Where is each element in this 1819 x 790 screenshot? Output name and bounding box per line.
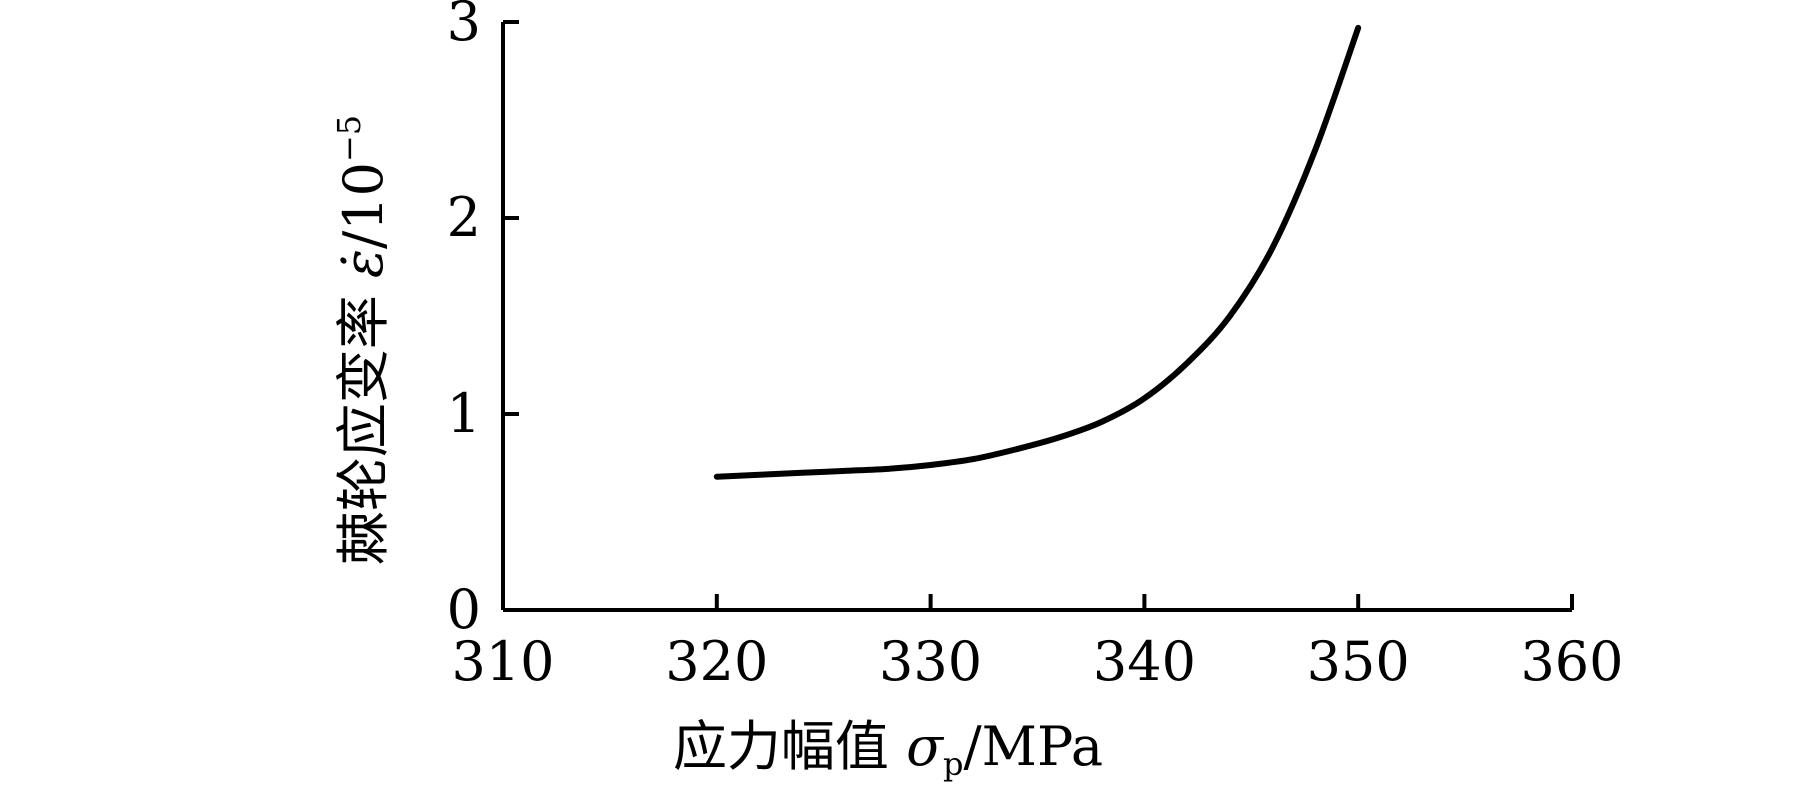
x-axis-title-unit: /MPa [963,715,1103,778]
y-tick-label: 3 [447,0,481,53]
ticks: 310 320 330 340 350 360 0 1 2 3 [447,0,1624,693]
x-axis-title: 应力幅值 σp/MPa [673,715,1103,783]
y-axis-title-unit: /10 [332,162,395,249]
x-axis-title-subscript: p [943,745,963,783]
x-tick-label: 330 [879,630,982,693]
y-axis-title-symbol: ε̇ [332,249,395,278]
axes [501,22,1572,612]
x-axis-title-symbol: σ [906,715,945,778]
y-tick-label: 1 [447,382,481,445]
y-tick-label: 2 [447,186,481,249]
x-tick-label: 350 [1307,630,1410,693]
x-axis-title-main: 应力幅值 [673,715,906,778]
y-tick-label: 0 [447,578,481,641]
series-line [713,24,1362,480]
y-axis-title-main: 棘轮应变率 [332,278,395,565]
y-axis-title: 棘轮应变率 ε̇/10−5 [330,115,395,565]
y-axis-title-exponent: −5 [330,115,368,162]
axis-labels: 应力幅值 σp/MPa 棘轮应变率 ε̇/10−5 [330,115,1103,783]
series [713,24,1362,480]
x-tick-label: 310 [451,630,554,693]
x-tick-label: 360 [1520,630,1623,693]
x-tick-label: 320 [665,630,768,693]
x-tick-label: 340 [1093,630,1196,693]
